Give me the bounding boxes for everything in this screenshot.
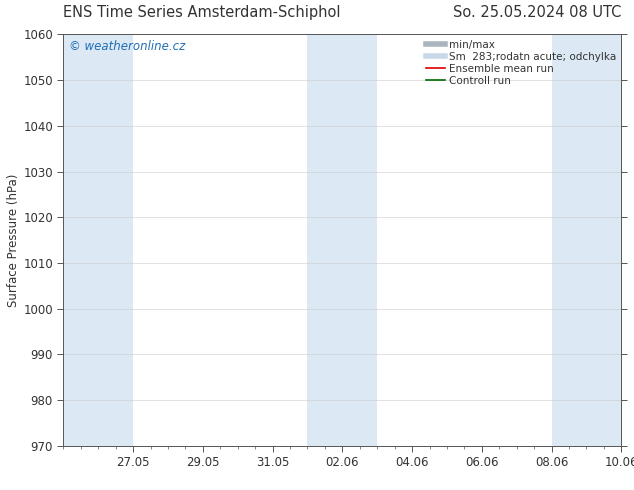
Bar [552, 34, 621, 446]
Bar [63, 34, 133, 446]
Bar [307, 34, 377, 446]
Y-axis label: Surface Pressure (hPa): Surface Pressure (hPa) [8, 173, 20, 307]
Legend: min/max, Sm  283;rodatn acute; odchylka, Ensemble mean run, Controll run: min/max, Sm 283;rodatn acute; odchylka, … [426, 40, 616, 86]
Text: So. 25.05.2024 08 UTC: So. 25.05.2024 08 UTC [453, 5, 621, 20]
Text: © weatheronline.cz: © weatheronline.cz [69, 41, 185, 53]
Text: ENS Time Series Amsterdam-Schiphol: ENS Time Series Amsterdam-Schiphol [63, 5, 341, 20]
